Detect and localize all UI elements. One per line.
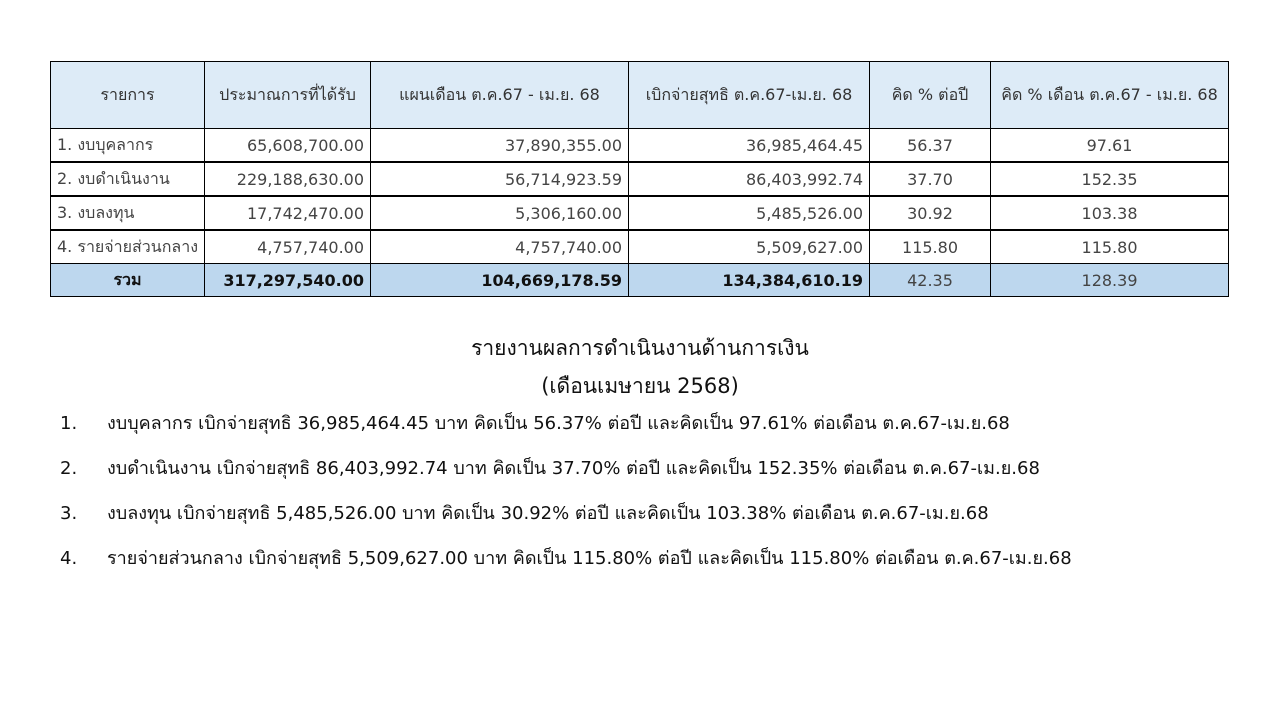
table-cell: 5,306,160.00 [370, 195, 630, 231]
item-number: 3. [60, 503, 78, 524]
table-cell: 97.61 [990, 128, 1229, 163]
table-cell: 229,188,630.00 [204, 161, 372, 197]
table-row: 4. รายจ่ายส่วนกลาง 4,757,740.00 4,757,740.… [49, 229, 1229, 264]
total-cell: 42.35 [869, 263, 992, 297]
header-item: รายการ [49, 61, 206, 129]
table-cell: 17,742,470.00 [204, 195, 372, 231]
table-cell: 152.35 [990, 161, 1229, 197]
table-cell: 36,985,464.45 [628, 128, 871, 163]
table-cell: 37.70 [869, 161, 992, 197]
item-text: งบดำเนินงาน เบิกจ่ายสุทธิ 86,403,992.74 … [107, 458, 1040, 479]
report-list-item: 3. งบลงทุน เบิกจ่ายสุทธิ 5,485,526.00 บาท… [60, 498, 989, 527]
total-row: รวม 317,297,540.00 104,669,178.59 134,384,6… [49, 263, 1229, 297]
header-pct-period: คิด % เดือน ต.ค.67 - เม.ย. 68 [990, 61, 1229, 129]
table-cell: 2. งบดำเนินงาน [49, 161, 206, 197]
table-cell: 86,403,992.74 [628, 161, 871, 197]
table-row: 2. งบดำเนินงาน 229,188,630.00 56,714,923.5… [49, 161, 1229, 197]
table-row: 1. งบบุคลากร 65,608,700.00 37,890,355.00 36… [49, 128, 1229, 163]
item-text: งบลงทุน เบิกจ่ายสุทธิ 5,485,526.00 บาท ค… [107, 503, 989, 524]
table-cell: 115.80 [869, 229, 992, 264]
item-number: 1. [60, 413, 78, 434]
table-cell: 4,757,740.00 [204, 229, 372, 264]
total-cell: 317,297,540.00 [204, 263, 372, 297]
table-cell: 1. งบบุคลากร [49, 128, 206, 163]
table-row: 3. งบลงทุน 17,742,470.00 5,306,160.00 5,485… [49, 195, 1229, 231]
header-estimate: ประมาณการที่ได้รับ [204, 61, 372, 129]
item-number: 4. [60, 548, 78, 569]
table-cell: 115.80 [990, 229, 1229, 264]
table-cell: 37,890,355.00 [370, 128, 630, 163]
table-cell: 4,757,740.00 [370, 229, 630, 264]
item-text: รายจ่ายส่วนกลาง เบิกจ่ายสุทธิ 5,509,627.… [107, 548, 1072, 569]
table-cell: 56.37 [869, 128, 992, 163]
report-list-item: 2. งบดำเนินงาน เบิกจ่ายสุทธิ 86,403,992.7… [60, 453, 1040, 482]
table-cell: 3. งบลงทุน [49, 195, 206, 231]
table-cell: 5,485,526.00 [628, 195, 871, 231]
report-subtitle: (เดือนเมษายน 2568) [541, 374, 739, 398]
item-text: งบบุคลากร เบิกจ่ายสุทธิ 36,985,464.45 บา… [107, 413, 1010, 434]
total-cell: รวม [49, 263, 206, 297]
table-cell: 103.38 [990, 195, 1229, 231]
header-disbursed: เบิกจ่ายสุทธิ ต.ค.67-เม.ย. 68 [628, 61, 871, 129]
table-cell: 5,509,627.00 [628, 229, 871, 264]
table-cell: 65,608,700.00 [204, 128, 372, 163]
report-title: รายงานผลการดำเนินงานด้านการเงิน [471, 336, 809, 360]
table-cell: 56,714,923.59 [370, 161, 630, 197]
budget-table: รายการ ประมาณการที่ได้รับ แผนเดือน ต.ค.6… [49, 61, 1229, 297]
header-pct-year: คิด % ต่อปี [869, 61, 992, 129]
item-number: 2. [60, 458, 78, 479]
table-cell: 4. รายจ่ายส่วนกลาง [49, 229, 206, 264]
header-plan: แผนเดือน ต.ค.67 - เม.ย. 68 [370, 61, 630, 129]
table-header-row: รายการ ประมาณการที่ได้รับ แผนเดือน ต.ค.6… [49, 61, 1229, 129]
total-cell: 104,669,178.59 [370, 263, 630, 297]
report-list-item: 4. รายจ่ายส่วนกลาง เบิกจ่ายสุทธิ 5,509,62… [60, 543, 1072, 572]
total-cell: 128.39 [990, 263, 1229, 297]
total-cell: 134,384,610.19 [628, 263, 871, 297]
report-list-item: 1. งบบุคลากร เบิกจ่ายสุทธิ 36,985,464.45 … [60, 408, 1010, 437]
table-cell: 30.92 [869, 195, 992, 231]
